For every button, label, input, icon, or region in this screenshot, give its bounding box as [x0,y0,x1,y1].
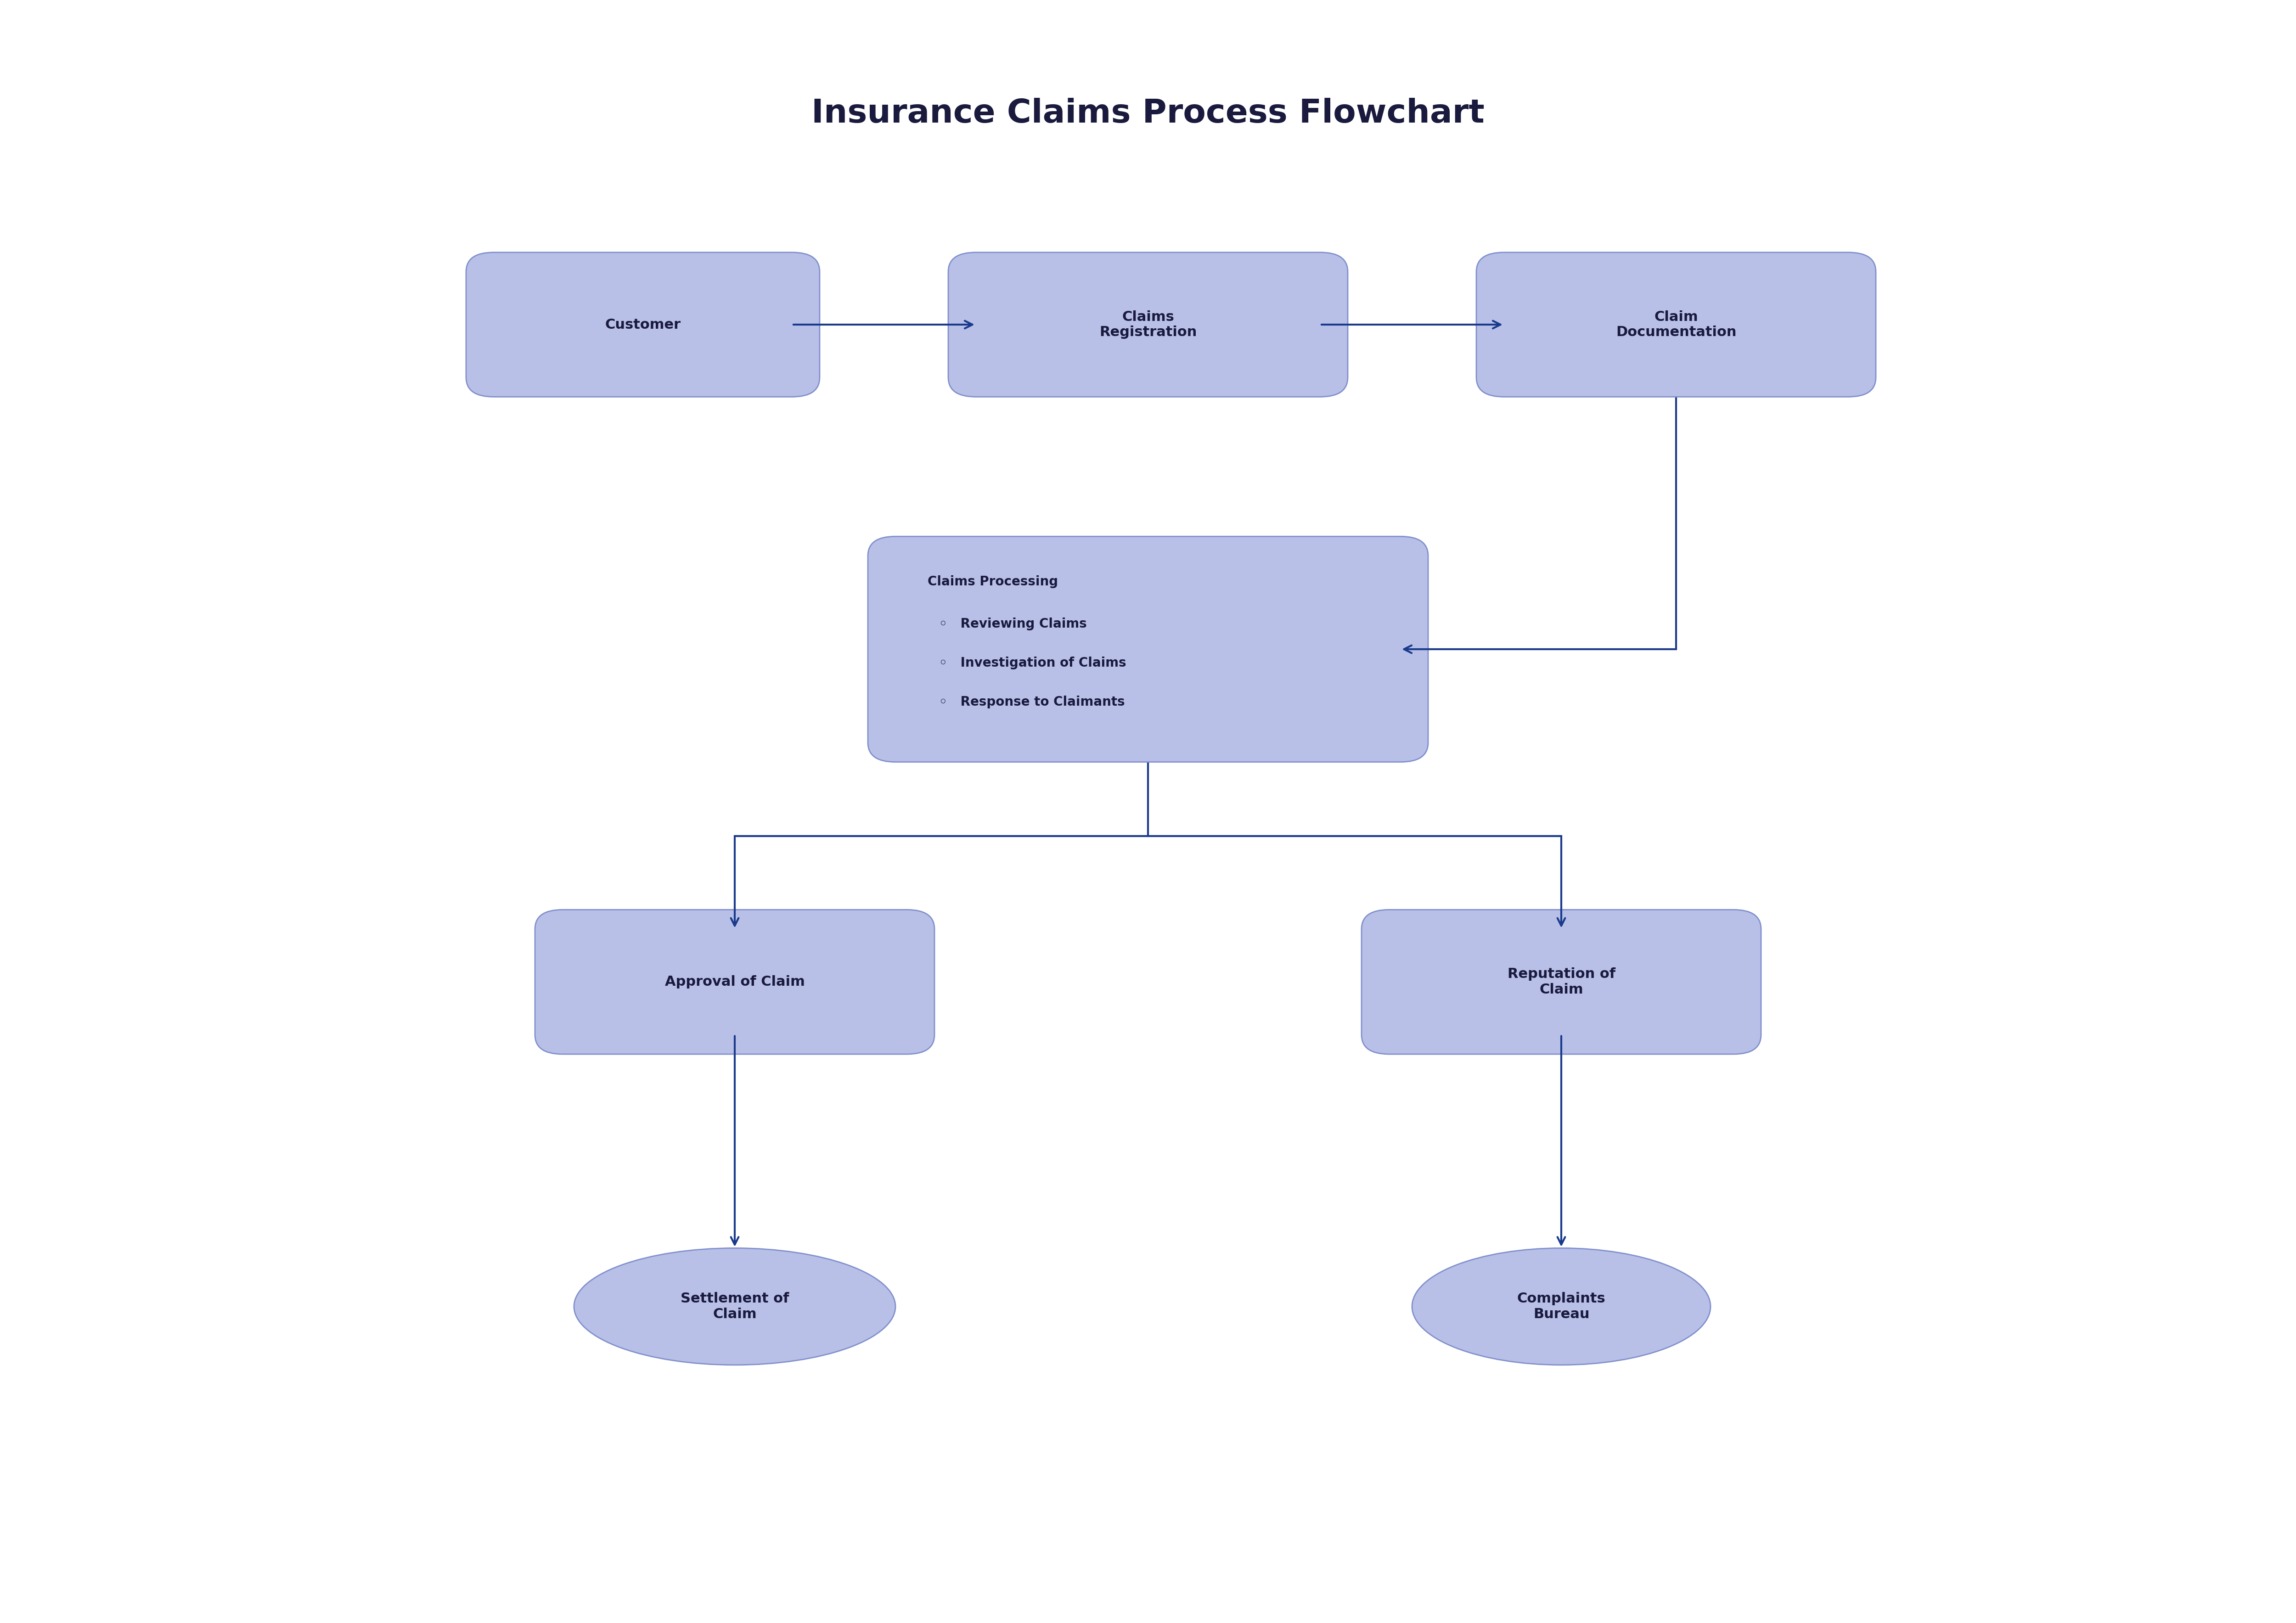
Text: Insurance Claims Process Flowchart: Insurance Claims Process Flowchart [810,97,1486,130]
FancyBboxPatch shape [466,253,820,398]
Text: Settlement of
Claim: Settlement of Claim [680,1292,790,1321]
Text: Approval of Claim: Approval of Claim [666,975,804,988]
Ellipse shape [1412,1248,1711,1365]
FancyBboxPatch shape [868,536,1428,763]
Text: Reputation of
Claim: Reputation of Claim [1508,967,1616,997]
Text: Customer: Customer [604,318,682,331]
FancyBboxPatch shape [1476,253,1876,398]
Text: Claim
Documentation: Claim Documentation [1616,310,1736,339]
Ellipse shape [574,1248,895,1365]
Text: Claims Processing: Claims Processing [928,576,1058,588]
Text: ◦   Reviewing Claims: ◦ Reviewing Claims [939,618,1086,630]
Text: ◦   Investigation of Claims: ◦ Investigation of Claims [939,657,1127,669]
Text: Complaints
Bureau: Complaints Bureau [1518,1292,1605,1321]
Text: Claims
Registration: Claims Registration [1100,310,1196,339]
FancyBboxPatch shape [1362,909,1761,1055]
Text: ◦   Response to Claimants: ◦ Response to Claimants [939,696,1125,708]
FancyBboxPatch shape [535,909,934,1055]
FancyBboxPatch shape [948,253,1348,398]
